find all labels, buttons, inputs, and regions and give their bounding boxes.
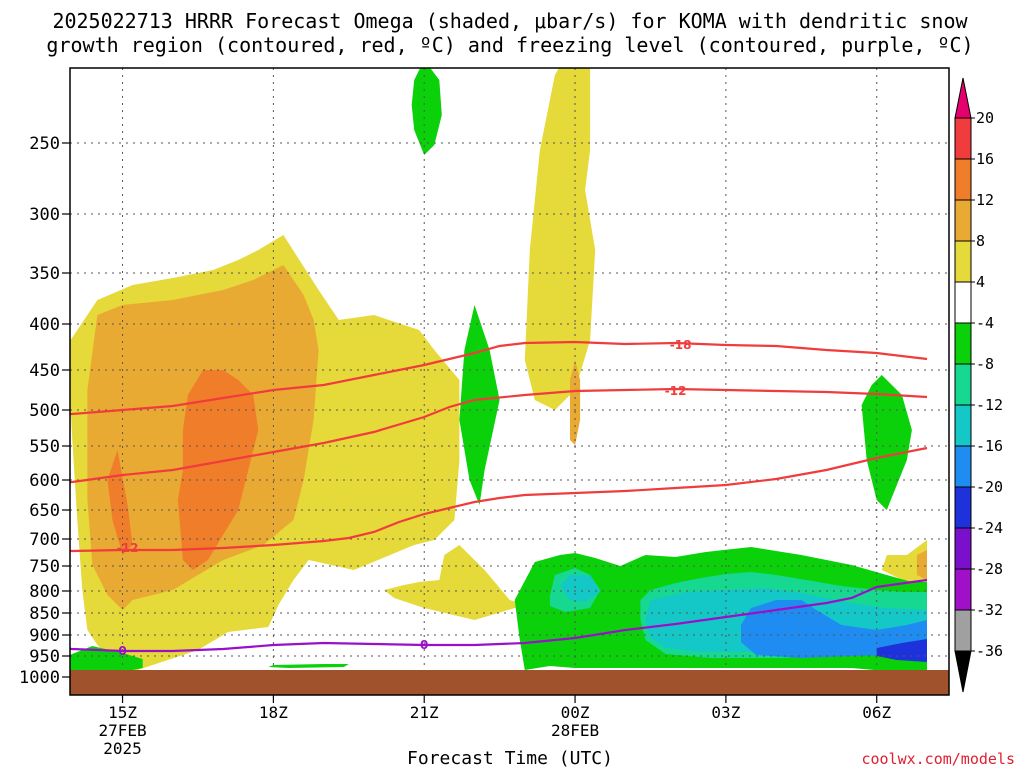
chart-title-line2: growth region (contoured, red, ºC) and f… [46,33,973,57]
y-tick-label-500: 500 [29,401,60,421]
y-tick-label-650: 650 [29,501,60,521]
y-tick-label-1000: 1000 [19,668,60,688]
plot-area: -18 -12 -12 0 0 250 300 350 400 450 500 550 600 650 7… [19,67,950,758]
colorbar-bin-11 [954,568,972,611]
colorbar-bin-10 [954,527,972,570]
colorbar-label-5: -4 [976,314,994,332]
colorbar-label-3: 8 [976,232,985,250]
contour-label-0-3-0: 0 [118,644,126,658]
x-tick-sublabel-27FEB: 27FEB [98,721,146,740]
contour-label--18-0-0: -18 [670,338,692,352]
x-tick-sublabel-2025: 2025 [103,739,142,758]
omega-region-8-1 [570,360,581,445]
plot-frame [69,67,950,696]
y-tick-label-950: 950 [29,647,60,667]
ground-surface [70,670,949,695]
colorbar-bin-9 [954,486,972,529]
y-tick-label-400: 400 [29,315,60,335]
colorbar-label-7: -12 [976,396,1003,414]
colorbar-bin-7 [954,404,972,447]
y-tick-label-450: 450 [29,361,60,381]
colorbar-bin-4 [954,281,972,324]
contour-label-0-3-1: 0 [420,638,428,652]
y-tick-label-750: 750 [29,557,60,577]
contour-line--12-1 [70,387,928,484]
x-tick-label-00Z: 00Z [561,703,590,722]
y-tick-label-900: 900 [29,626,60,646]
y-tick-label-700: 700 [29,530,60,550]
x-tick-label-15Z: 15Z [108,703,137,722]
colorbar-label-11: -28 [976,560,1003,578]
colorbar-bin-1 [954,158,972,201]
x-tick-label-18Z: 18Z [259,703,288,722]
omega-region-neg4-1 [459,305,500,505]
y-tick-label-850: 850 [29,604,60,624]
colorbar-bin-5 [954,322,972,365]
colorbar-label-1: 16 [976,150,994,168]
colorbar-bin-3 [954,240,972,283]
y-tick-label-800: 800 [29,582,60,602]
colorbar-label-8: -16 [976,437,1003,455]
contour-line--12-2 [70,446,928,553]
colorbar-bin-2 [954,199,972,242]
omega-region-4-3 [881,540,927,590]
omega-region-4-1 [384,545,525,620]
omega-region-neg12-0 [560,575,601,602]
x-tick-sublabel-28FEB: 28FEB [551,721,599,740]
x-axis-label: Forecast Time (UTC) [407,748,613,768]
colorbar-bottom-arrow [954,650,972,693]
y-tick-label-550: 550 [29,437,60,457]
colorbar-bin-0 [954,117,972,160]
colorbar-label-0: 20 [976,109,994,127]
contour-line--18-0 [70,340,928,416]
colorbar-bin-6 [954,363,972,406]
colorbar-bin-8 [954,445,972,488]
omega-region-neg4-0 [411,68,442,155]
contour-line-0-3 [70,578,928,653]
omega-region-12-1 [177,370,259,570]
colorbar-label-9: -20 [976,478,1003,496]
y-axis: 2503003504004505005506006507007508008509… [19,134,70,688]
omega-region-8-2 [916,550,927,580]
colorbar-bin-12 [954,609,972,652]
x-tick-label-03Z: 03Z [711,703,740,722]
colorbar-label-13: -36 [976,642,1003,660]
colorbar-label-2: 12 [976,191,994,209]
omega-region-neg16-0 [741,600,927,658]
chart-title-line1: 2025022713 HRRR Forecast Omega (shaded, … [52,9,968,33]
colorbar-label-6: -8 [976,355,994,373]
y-tick-label-350: 350 [29,264,60,284]
omega-region-neg4-4 [268,664,349,668]
contour-label--12-1-0: -12 [665,384,687,398]
omega-shading [70,68,927,678]
omega-region-4-2 [524,68,596,410]
colorbar-label-10: -24 [976,519,1003,537]
x-tick-label-21Z: 21Z [410,703,439,722]
x-tick-label-06Z: 06Z [862,703,891,722]
contour-label--12-2-0: -12 [117,541,139,555]
y-tick-label-250: 250 [29,134,60,154]
site-credit[interactable]: coolwx.com/models [861,750,1015,768]
colorbar-label-4: 4 [976,273,985,291]
y-tick-label-300: 300 [29,205,60,225]
colorbar-label-12: -32 [976,601,1003,619]
temperature-contours: -18 -12 -12 0 0 [70,338,928,658]
omega-region-neg4-2 [861,375,912,510]
y-tick-label-600: 600 [29,471,60,491]
colorbar: 20 16 12 8 4 -4 -8 -12 -16 -20 -24 -28 -32 -36 [954,77,1003,693]
colorbar-top-arrow [954,77,972,119]
